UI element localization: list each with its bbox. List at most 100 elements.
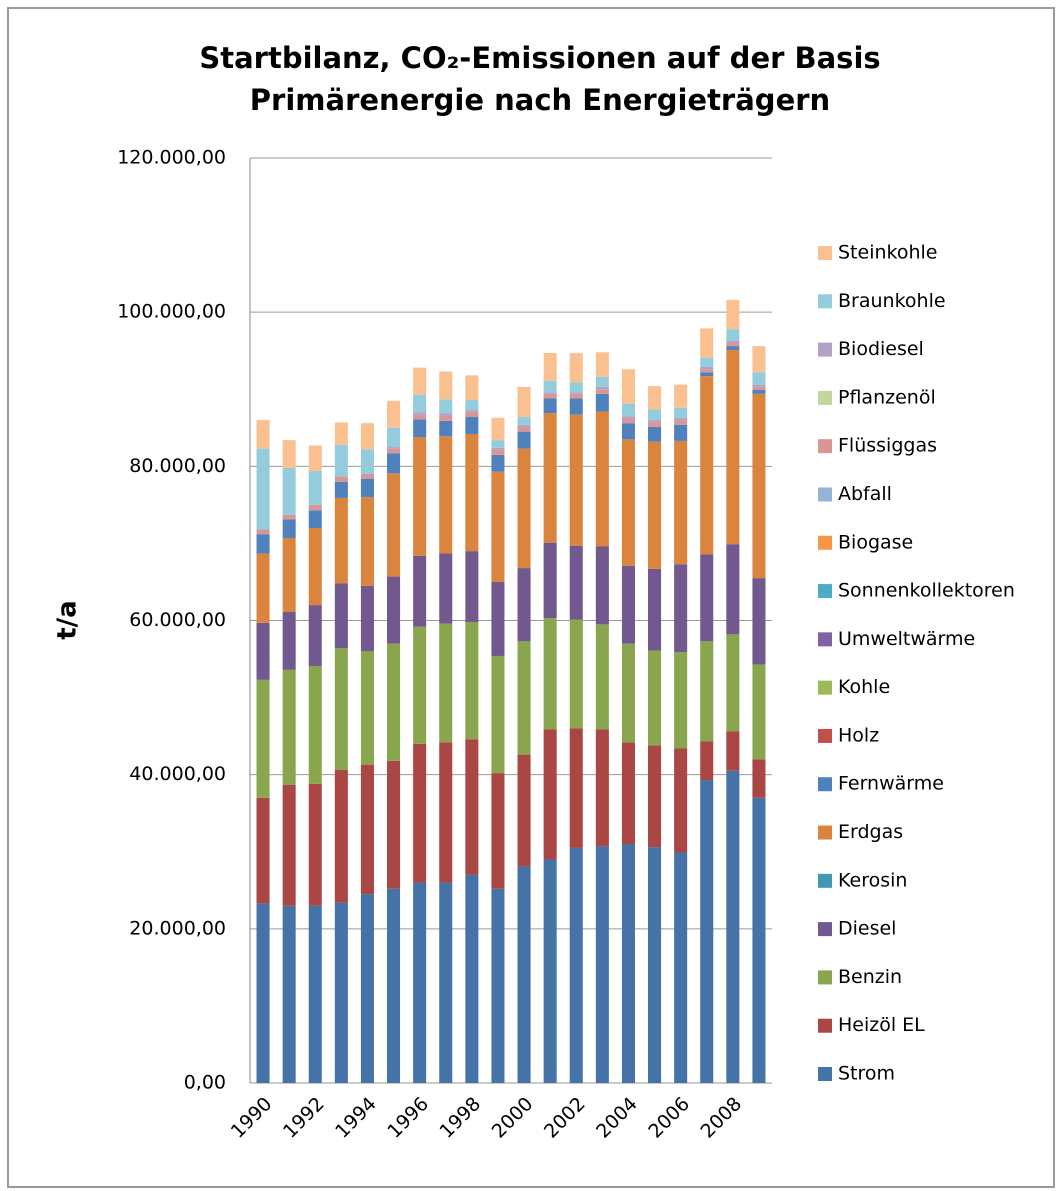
bar-segment [569, 398, 583, 415]
legend-swatch [818, 439, 832, 454]
bar-segment [726, 349, 740, 545]
bar-segment [360, 651, 374, 765]
bar-segment [439, 420, 453, 437]
bar-segment [648, 441, 662, 569]
legend-swatch [818, 728, 832, 743]
bar-segment [334, 422, 348, 445]
bar-segment [439, 413, 453, 416]
bar-segment [282, 905, 296, 1083]
bar-segment [752, 346, 766, 373]
legend-swatch [818, 680, 832, 695]
bar-segment [700, 376, 714, 555]
chart-title: Primärenergie nach Energieträgern [250, 83, 830, 117]
legend-swatch [818, 1018, 832, 1033]
bar-segment [517, 568, 531, 642]
bar-segment [465, 874, 479, 1083]
bar-segment [308, 445, 322, 471]
bar-segment [308, 665, 322, 784]
bar-segment [569, 545, 583, 620]
bar-segment [360, 449, 374, 475]
bar-segment [491, 449, 505, 455]
bar-segment [387, 760, 401, 889]
bar-segment [465, 410, 479, 412]
bar-segment [491, 888, 505, 1083]
bar-segment [543, 392, 557, 394]
bar-segment [726, 329, 740, 341]
bar-segment [387, 888, 401, 1083]
y-axis-label: t/a [53, 600, 83, 639]
bar-segment [595, 393, 609, 412]
bar-segment [256, 529, 270, 535]
bar-segment [726, 770, 740, 1083]
bar-segment [569, 382, 583, 393]
bar-segment [595, 376, 609, 387]
bar-segment [674, 440, 688, 565]
bar-segment [700, 357, 714, 367]
legend-label: Fernwärme [838, 773, 944, 795]
bar-segment [387, 453, 401, 474]
bar-segment [517, 641, 531, 755]
bar-segment [543, 618, 557, 730]
bar-segment [256, 553, 270, 623]
legend-swatch [818, 342, 832, 357]
bar-segment [256, 903, 270, 1083]
bar-segment [334, 902, 348, 1083]
bar-segment [308, 528, 322, 606]
legend-swatch [818, 825, 832, 840]
bar-segment [439, 415, 453, 421]
bar-segment [360, 478, 374, 498]
bar-segment [569, 414, 583, 546]
bar-segment [439, 623, 453, 743]
bar-segment [752, 759, 766, 798]
bar-segment [648, 409, 662, 421]
bar-segment [569, 392, 583, 394]
bar-segment [595, 546, 609, 625]
bar-segment [621, 565, 635, 644]
bar-segment [726, 731, 740, 771]
bar-segment [621, 403, 635, 417]
bar-segment [413, 555, 427, 627]
legend-swatch [818, 390, 832, 405]
legend-label: Holz [838, 724, 879, 746]
bar-segment [621, 742, 635, 845]
legend-swatch [818, 487, 832, 502]
legend-label: Biodiesel [838, 338, 924, 360]
bar-segment [387, 643, 401, 761]
bar-segment [543, 353, 557, 381]
legend-label: Strom [838, 1063, 895, 1085]
legend-label: Flüssiggas [838, 435, 937, 457]
y-tick-label: 40.000,00 [129, 763, 226, 785]
bar-segment [256, 622, 270, 680]
bar-segment [621, 418, 635, 424]
bar-segment [439, 399, 453, 414]
bar-segment [517, 386, 531, 417]
bar-segment [413, 412, 427, 415]
bar-segment [413, 743, 427, 883]
y-tick-label: 20.000,00 [129, 917, 226, 939]
bar-segment [726, 346, 740, 350]
bar-segment [282, 784, 296, 906]
bar-segment [465, 400, 479, 411]
bar-segment [700, 366, 714, 370]
bar-segment [595, 729, 609, 847]
bar-segment [360, 423, 374, 450]
bar-segment [282, 519, 296, 539]
bar-segment [439, 553, 453, 624]
y-tick-label: 0,00 [184, 1072, 226, 1094]
bar-segment [595, 624, 609, 730]
bar-segment [595, 846, 609, 1083]
bar-segment [387, 427, 401, 448]
bar-segment [413, 419, 427, 438]
bar-segment [282, 669, 296, 785]
legend-label: Kohle [838, 676, 890, 698]
bar-segment [674, 564, 688, 653]
bar-segment [360, 497, 374, 586]
bar-segment [674, 417, 688, 421]
bar-segment [543, 380, 557, 393]
bar-segment [595, 411, 609, 547]
bar-segment [700, 369, 714, 373]
chart-frame [7, 7, 1055, 1188]
bar-segment [360, 894, 374, 1083]
legend-label: Heizöl EL [838, 1014, 925, 1036]
bar-segment [543, 859, 557, 1083]
